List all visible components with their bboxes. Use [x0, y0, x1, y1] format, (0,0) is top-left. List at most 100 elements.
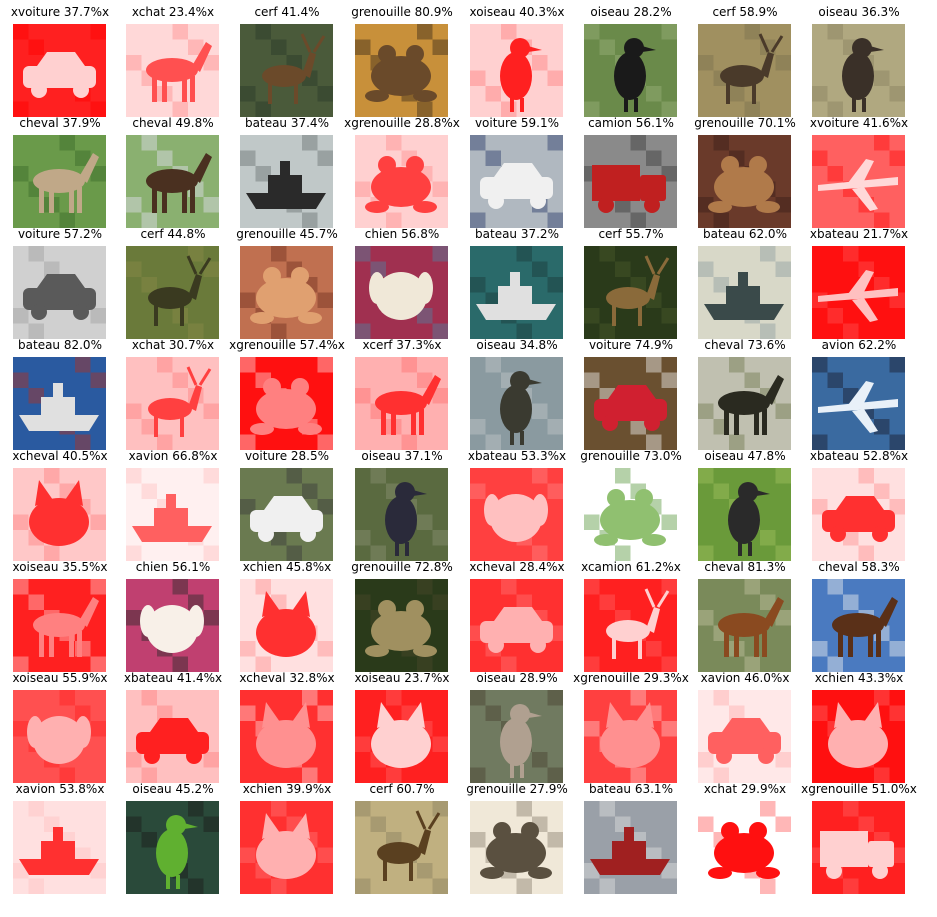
grid-cell: bateau 63.1% — [571, 780, 691, 894]
thumbnail-graphic — [13, 468, 106, 561]
image-thumbnail — [240, 579, 333, 672]
prediction-label: xgrenouille 51.0%x — [801, 782, 917, 796]
image-thumbnail — [584, 24, 677, 117]
thumbnail-graphic — [13, 246, 106, 339]
image-thumbnail — [812, 801, 905, 894]
image-thumbnail — [584, 801, 677, 894]
thumbnail-graphic — [13, 357, 106, 450]
grid-cell: bateau 37.4% — [227, 114, 347, 228]
prediction-label: xbateau 21.7%x — [809, 227, 909, 241]
grid-cell: voiture 74.9% — [571, 336, 691, 450]
grid-cell: xchien 39.9%x — [227, 780, 347, 894]
prediction-label: cheval 37.9% — [19, 116, 101, 130]
image-thumbnail — [812, 690, 905, 783]
grid-cell: xvoiture 41.6%x — [799, 114, 919, 228]
thumbnail-graphic — [240, 579, 333, 672]
thumbnail-graphic — [126, 690, 219, 783]
prediction-label: cerf 60.7% — [369, 782, 435, 796]
image-thumbnail — [240, 357, 333, 450]
prediction-label: xchat 29.9%x — [703, 782, 787, 796]
grid-cell: grenouille 45.7% — [227, 225, 347, 339]
thumbnail-graphic — [126, 246, 219, 339]
image-thumbnail — [126, 24, 219, 117]
image-thumbnail — [812, 468, 905, 561]
thumbnail-graphic — [698, 801, 791, 894]
thumbnail-graphic — [470, 468, 563, 561]
image-thumbnail — [126, 246, 219, 339]
thumbnail-graphic — [355, 24, 448, 117]
prediction-label: xgrenouille 57.4%x — [229, 338, 345, 352]
thumbnail-graphic — [812, 801, 905, 894]
grid-cell: voiture 59.1% — [457, 114, 577, 228]
grid-cell: grenouille 27.9% — [457, 780, 577, 894]
prediction-label: xvoiture 41.6%x — [809, 116, 909, 130]
grid-cell: oiseau 47.8% — [685, 447, 805, 561]
image-thumbnail — [13, 357, 106, 450]
image-thumbnail — [13, 246, 106, 339]
grid-cell: xcheval 40.5%x — [0, 447, 120, 561]
thumbnail-graphic — [812, 579, 905, 672]
prediction-label: xbateau 41.4%x — [123, 671, 223, 685]
grid-cell: oiseau 45.2% — [113, 780, 233, 894]
image-thumbnail — [13, 468, 106, 561]
prediction-label: xoiseau 35.5%x — [12, 560, 108, 574]
image-thumbnail — [812, 357, 905, 450]
prediction-label: xcheval 40.5%x — [12, 449, 108, 463]
thumbnail-graphic — [584, 468, 677, 561]
image-thumbnail — [240, 24, 333, 117]
prediction-label: avion 62.2% — [821, 338, 897, 352]
grid-cell: cheval 37.9% — [0, 114, 120, 228]
prediction-label: oiseau 37.1% — [361, 449, 443, 463]
prediction-label: bateau 82.0% — [18, 338, 102, 352]
grid-cell: xchat 30.7%x — [113, 336, 233, 450]
thumbnail-graphic — [584, 135, 677, 228]
prediction-label: bateau 37.4% — [245, 116, 329, 130]
prediction-label: cheval 81.3% — [704, 560, 786, 574]
grid-cell: xgrenouille 51.0%x — [799, 780, 919, 894]
image-thumbnail — [470, 690, 563, 783]
grid-cell: xoiseau 35.5%x — [0, 558, 120, 672]
thumbnail-graphic — [13, 579, 106, 672]
grid-cell: camion 56.1% — [571, 114, 691, 228]
prediction-label: voiture 57.2% — [17, 227, 103, 241]
prediction-label: xcheval 28.4%x — [469, 560, 565, 574]
grid-cell: cheval 49.8% — [113, 114, 233, 228]
thumbnail-graphic — [126, 135, 219, 228]
grid-cell: chien 56.8% — [342, 225, 462, 339]
prediction-label: cerf 58.9% — [712, 5, 778, 19]
thumbnail-graphic — [126, 24, 219, 117]
thumbnail-graphic — [13, 690, 106, 783]
image-thumbnail — [126, 690, 219, 783]
thumbnail-graphic — [584, 690, 677, 783]
prediction-label: grenouille 45.7% — [236, 227, 338, 241]
image-thumbnail — [13, 579, 106, 672]
grid-cell: xbateau 53.3%x — [457, 447, 577, 561]
prediction-label: xchien 43.3%x — [814, 671, 904, 685]
thumbnail-graphic — [355, 246, 448, 339]
grid-cell: oiseau 28.2% — [571, 3, 691, 117]
image-thumbnail — [126, 135, 219, 228]
grid-cell: xchien 43.3%x — [799, 669, 919, 783]
image-thumbnail — [240, 801, 333, 894]
thumbnail-graphic — [470, 357, 563, 450]
prediction-label: camion 56.1% — [588, 116, 674, 130]
thumbnail-graphic — [355, 135, 448, 228]
prediction-label: voiture 59.1% — [474, 116, 560, 130]
image-thumbnail — [812, 135, 905, 228]
grid-cell: chien 56.1% — [113, 558, 233, 672]
prediction-label: oiseau 47.8% — [704, 449, 786, 463]
thumbnail-graphic — [240, 135, 333, 228]
image-thumbnail — [355, 690, 448, 783]
prediction-label: xbateau 52.8%x — [809, 449, 909, 463]
thumbnail-graphic — [13, 24, 106, 117]
image-thumbnail — [126, 468, 219, 561]
grid-cell: xchat 23.4%x — [113, 3, 233, 117]
grid-cell: xbateau 21.7%x — [799, 225, 919, 339]
thumbnail-graphic — [240, 24, 333, 117]
image-thumbnail — [355, 246, 448, 339]
thumbnail-graphic — [13, 801, 106, 894]
grid-cell: xoiseau 23.7%x — [342, 669, 462, 783]
thumbnail-graphic — [584, 801, 677, 894]
thumbnail-graphic — [126, 801, 219, 894]
thumbnail-graphic — [470, 690, 563, 783]
